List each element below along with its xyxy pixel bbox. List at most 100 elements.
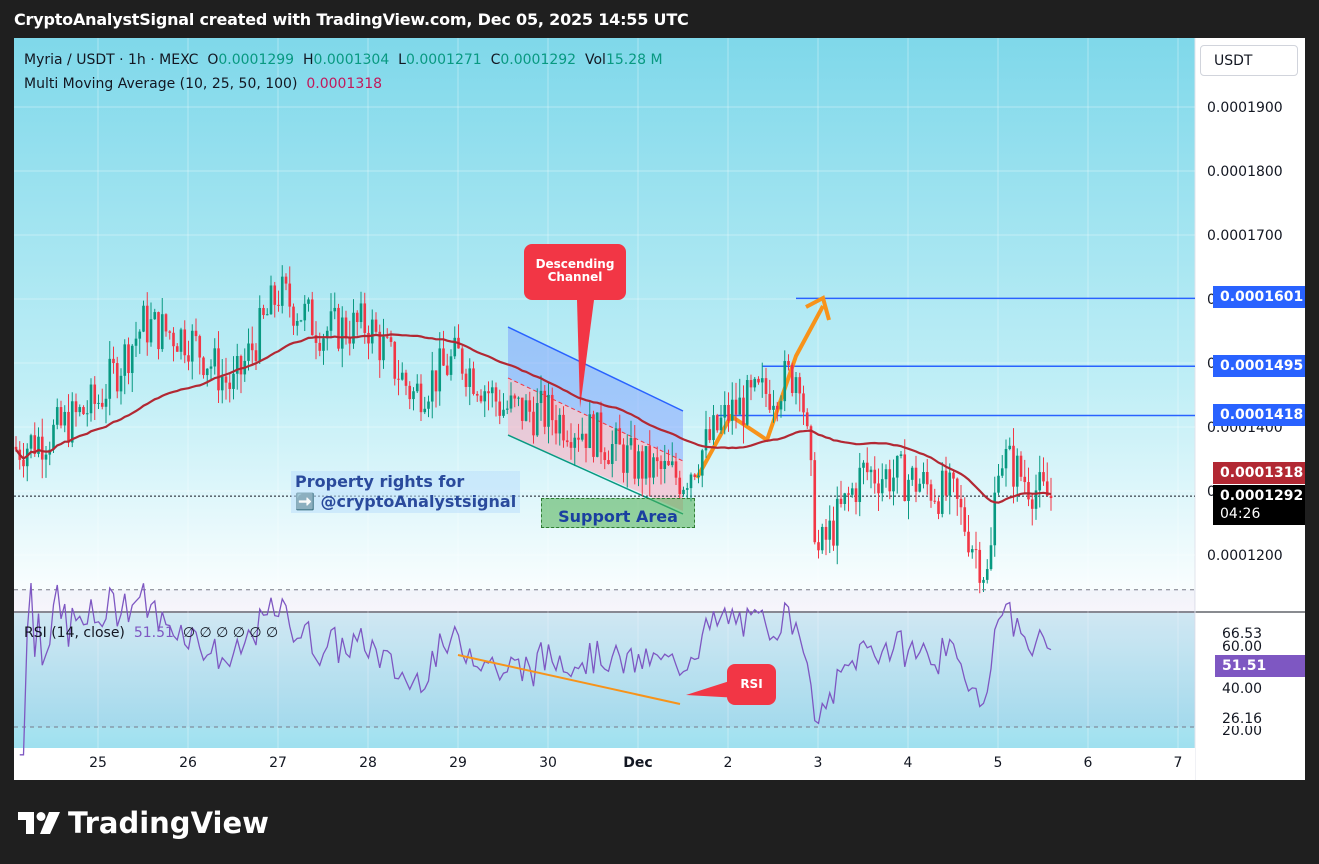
candle-body[interactable]: [67, 411, 70, 443]
candle-body[interactable]: [805, 412, 809, 427]
candle-body[interactable]: [880, 479, 884, 494]
candle-body[interactable]: [1019, 455, 1023, 477]
candle-body[interactable]: [74, 401, 78, 413]
candle-body[interactable]: [843, 493, 847, 504]
candle-body[interactable]: [884, 469, 888, 480]
candle-body[interactable]: [802, 393, 805, 413]
candle-body[interactable]: [288, 283, 292, 307]
candle-body[interactable]: [933, 500, 937, 502]
candle-body[interactable]: [453, 337, 457, 357]
candle-body[interactable]: [217, 348, 220, 391]
candle-body[interactable]: [314, 335, 318, 343]
candle-body[interactable]: [273, 285, 277, 305]
candle-body[interactable]: [445, 365, 449, 375]
candle-body[interactable]: [498, 401, 502, 416]
candle-body[interactable]: [460, 348, 464, 374]
candle-body[interactable]: [70, 401, 74, 443]
candle-body[interactable]: [160, 314, 164, 350]
candle-body[interactable]: [194, 330, 198, 337]
rsi-callout[interactable]: RSI: [727, 664, 776, 705]
candle-body[interactable]: [250, 343, 254, 351]
moving-average-line[interactable]: [15, 333, 1052, 504]
candle-body[interactable]: [269, 285, 273, 315]
candle-body[interactable]: [355, 312, 359, 323]
symbol-name[interactable]: Myria / USDT · 1h · MEXC: [24, 52, 199, 68]
candle-body[interactable]: [918, 483, 922, 492]
candle-body[interactable]: [157, 312, 160, 350]
candle-body[interactable]: [730, 399, 734, 421]
candle-body[interactable]: [119, 375, 123, 392]
candle-body[interactable]: [37, 436, 40, 454]
candle-body[interactable]: [652, 457, 655, 478]
candle-body[interactable]: [494, 387, 498, 402]
candle-body[interactable]: [209, 366, 213, 369]
candle-body[interactable]: [112, 358, 115, 364]
candle-body[interactable]: [318, 342, 322, 351]
candle-body[interactable]: [704, 429, 708, 451]
candle-body[interactable]: [670, 461, 674, 466]
candle-body[interactable]: [783, 360, 787, 402]
candle-body[interactable]: [344, 317, 348, 339]
price-chart[interactable]: 0.00012000.00013000.00014000.00015000.00…: [14, 38, 1305, 780]
candle-body[interactable]: [400, 372, 404, 380]
candle-body[interactable]: [1004, 448, 1008, 469]
candle-body[interactable]: [772, 405, 775, 410]
candle-body[interactable]: [138, 331, 142, 339]
candle-body[interactable]: [595, 412, 599, 457]
candle-body[interactable]: [509, 395, 513, 409]
candle-body[interactable]: [389, 337, 393, 342]
candle-body[interactable]: [970, 549, 974, 553]
candle-body[interactable]: [685, 488, 689, 490]
candle-body[interactable]: [828, 520, 832, 540]
candle-body[interactable]: [869, 469, 873, 473]
candle-body[interactable]: [524, 400, 528, 421]
candle-body[interactable]: [254, 350, 258, 362]
candle-body[interactable]: [475, 393, 479, 396]
candle-body[interactable]: [577, 437, 580, 440]
candle-body[interactable]: [914, 467, 918, 492]
candle-body[interactable]: [895, 455, 899, 478]
candle-body[interactable]: [149, 319, 153, 343]
candle-body[interactable]: [292, 306, 295, 326]
candle-body[interactable]: [322, 338, 325, 351]
candle-body[interactable]: [472, 368, 475, 394]
candle-body[interactable]: [940, 470, 944, 514]
candle-body[interactable]: [862, 462, 865, 468]
candle-body[interactable]: [528, 400, 532, 412]
candle-body[interactable]: [310, 299, 314, 336]
candle-body[interactable]: [434, 370, 438, 392]
candle-body[interactable]: [295, 320, 299, 326]
candle-body[interactable]: [543, 390, 547, 427]
candle-body[interactable]: [865, 462, 869, 473]
candle-body[interactable]: [824, 526, 828, 540]
candle-body[interactable]: [877, 483, 880, 494]
candle-body[interactable]: [22, 459, 25, 467]
candle-body[interactable]: [232, 373, 235, 389]
candle-body[interactable]: [438, 348, 442, 392]
candle-body[interactable]: [1045, 481, 1049, 496]
candle-body[interactable]: [404, 372, 408, 386]
candle-body[interactable]: [955, 478, 959, 499]
candle-body[interactable]: [93, 384, 97, 404]
candle-body[interactable]: [903, 454, 907, 502]
candle-body[interactable]: [580, 433, 584, 440]
candle-body[interactable]: [123, 344, 127, 376]
candle-body[interactable]: [607, 460, 610, 464]
candle-body[interactable]: [820, 526, 824, 551]
candle-body[interactable]: [989, 545, 993, 570]
candle-body[interactable]: [262, 307, 265, 316]
candle-body[interactable]: [873, 469, 877, 484]
candle-body[interactable]: [614, 428, 618, 445]
candle-body[interactable]: [712, 415, 715, 441]
candle-body[interactable]: [573, 437, 577, 448]
candle-body[interactable]: [258, 307, 262, 362]
candle-body[interactable]: [108, 358, 112, 399]
candle-body[interactable]: [97, 402, 100, 404]
candle-body[interactable]: [130, 345, 134, 374]
candle-body[interactable]: [502, 409, 505, 416]
candle-body[interactable]: [85, 413, 89, 415]
candle-body[interactable]: [408, 385, 412, 400]
candle-body[interactable]: [817, 542, 820, 551]
candle-body[interactable]: [220, 376, 224, 391]
candle-body[interactable]: [592, 414, 595, 457]
